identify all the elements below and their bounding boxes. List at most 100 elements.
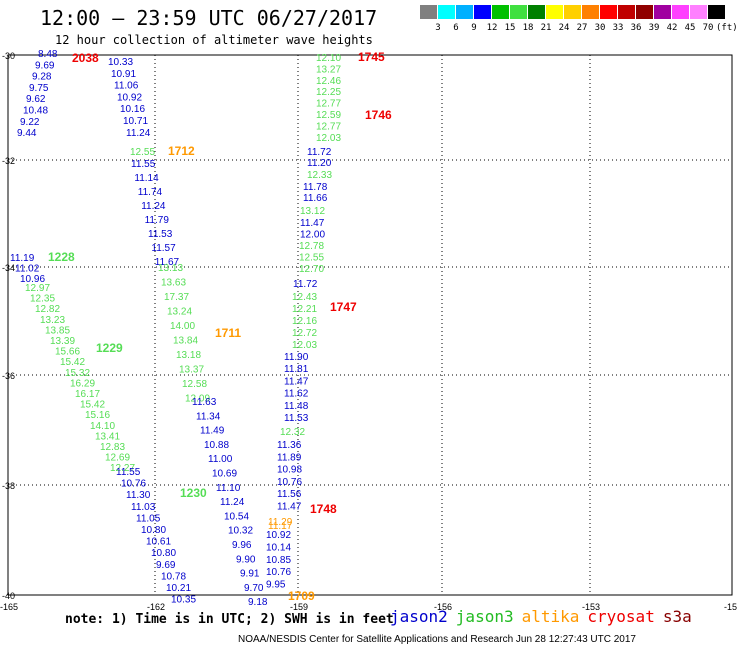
legend-jason3: jason3 [455,607,514,626]
wave-height-value: 9.18 [248,597,268,608]
colorbar-cell [546,5,563,19]
pass-time-label: 1747 [330,300,357,314]
track-jason3: 13.13 13.63 17.37 13.24 14.00 13.84 13.18 13.37… [158,263,241,405]
wave-height-value: 11.00 [208,454,233,465]
track-jason3: 12.55 1712 [130,144,195,158]
wave-height-value: 15.42 [80,400,105,411]
pass-time-label: 1745 [358,50,385,64]
wave-height-value: 11.47 [277,502,302,513]
wave-height-value: 15.32 [65,368,90,379]
wave-height-value: 15.66 [55,347,80,358]
wave-height-value: 9.28 [32,72,52,83]
wave-height-value: 11.47 [284,376,309,387]
lat-tick-label: -36 [2,371,15,381]
wave-height-value: 9.91 [240,569,260,580]
wave-height-value: 12.70 [299,264,324,275]
wave-height-value: 12.59 [316,110,341,121]
colorbar-label: 12 [486,23,498,33]
wave-height-value: 9.62 [26,94,46,105]
wave-height-value: 11.66 [303,193,328,204]
map-frame [7,54,733,596]
wave-height-value: 13.23 [40,315,65,326]
wave-height-value: 10.32 [228,526,253,537]
track-jason2: 11.72 [293,279,318,290]
wave-height-value: 10.80 [141,525,166,536]
colorbar-cell [600,5,617,19]
colorbar-cell [420,5,437,19]
wave-height-value: 9.96 [232,540,252,551]
wave-height-value: 13.18 [176,350,201,361]
wave-height-value: 11.55 [131,159,156,170]
wave-height-value: 11.48 [284,401,309,412]
wave-height-value: 12.16 [292,316,317,327]
colorbar-label: 18 [522,23,534,33]
colorbar-label: 39 [648,23,660,33]
wave-height-value: 13.39 [50,336,75,347]
wave-height-value: 9.69 [156,560,176,571]
wave-height-value: 17.37 [164,292,189,303]
colorbar-cell [582,5,599,19]
colorbar-label: 24 [558,23,570,33]
wave-height-value: 11.72 [307,147,332,158]
pass-time-label: 1228 [48,250,75,264]
wave-height-value: 11.72 [293,279,318,290]
wave-height-value: 12.21 [292,304,317,315]
wave-height-value: 10.76 [121,479,146,490]
wave-height-value: 11.47 [300,218,325,229]
colorbar-label: 45 [684,23,696,33]
colorbar-label: 70 [702,23,714,33]
wave-height-value: 12.46 [316,76,341,87]
wave-height-value: 12.77 [316,99,341,110]
wave-height-value: 10.76 [277,477,302,488]
wave-height-value: 12.00 [300,230,325,241]
wave-height-value: 11.34 [196,411,221,422]
wave-height-value: 11.79 [145,215,170,226]
pass-time-label: 1746 [365,108,392,122]
pass-time-label: 1229 [96,341,123,355]
colorbar-label: 30 [594,23,606,33]
wave-height-value: 11.62 [284,389,309,400]
wave-height-value: 12.58 [182,379,207,390]
colorbar-label: 15 [504,23,516,33]
map-subtitle: 12 hour collection of altimeter wave hei… [55,33,373,47]
colorbar-label: 42 [666,23,678,33]
wave-height-value: 11.74 [138,187,163,198]
wave-height-value: 11.06 [114,81,139,92]
wave-height-value: 10.71 [123,116,148,127]
wave-height-value: 12.09 [185,394,210,405]
lon-tick-label: -159 [290,602,308,610]
wave-height-value: 12.83 [100,442,125,453]
wave-height-value: 9.44 [17,128,37,139]
lon-tick-label: -156 [434,602,452,610]
colorbar-cell [708,5,725,19]
wave-height-value: 11.78 [303,182,328,193]
pass-time-label: 1748 [310,502,337,516]
wave-height-value: 10.48 [23,106,48,117]
colorbar-cell [564,5,581,19]
wave-height-value: 11.10 [216,483,241,494]
colorbar-cell [474,5,491,19]
wave-height-value: 11.05 [136,513,161,524]
colorbar-cell [510,5,527,19]
track-jason3: 12.1013.2712.4612.2512.7712.5912.7712.03… [316,50,385,144]
wave-height-value: 11.63 [192,397,217,408]
wave-height-value: 14.10 [90,421,115,432]
wave-height-value: 12.77 [316,121,341,132]
wave-height-value: 10.88 [204,440,229,451]
wave-height-value: 10.14 [266,542,291,553]
wave-height-value: 11.29 [268,517,293,528]
wave-height-value: 8.48 [38,49,58,60]
track-jason3: 12.33 [307,170,332,181]
wave-height-value: 10.96 [20,274,45,285]
wave-height-value: 11.02 [15,264,40,275]
pass-time-label: 1230 [180,486,207,500]
